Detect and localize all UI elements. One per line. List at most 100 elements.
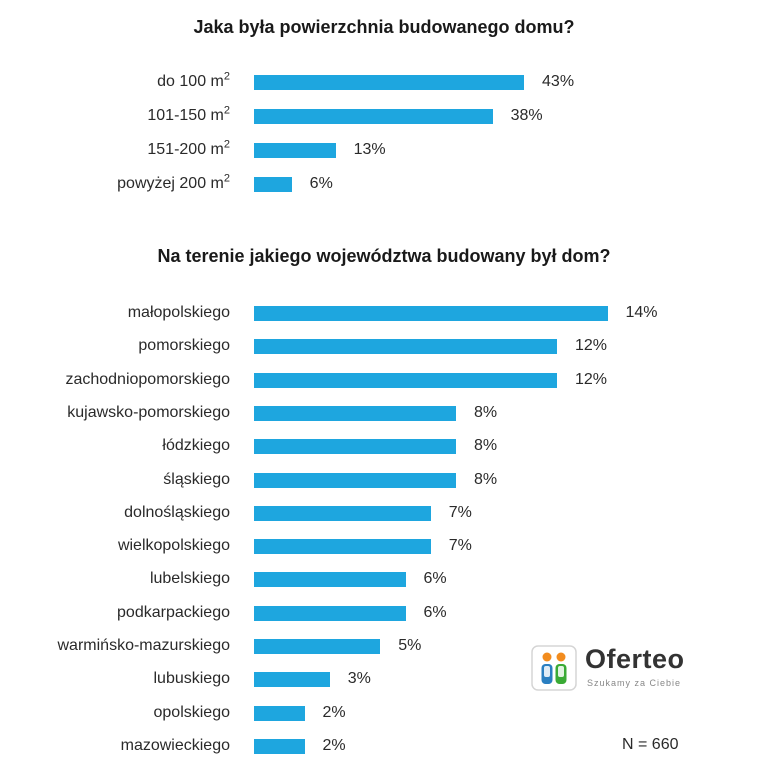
bar — [254, 505, 431, 521]
value-label: 12% — [575, 337, 608, 355]
value-label: 7% — [448, 503, 472, 521]
bar — [254, 639, 381, 654]
bar-row: podkarpackiego 6% — [0, 603, 768, 623]
value-label: 38% — [510, 107, 543, 124]
category-label: 101-150 m2 — [147, 104, 230, 126]
category-label-text: łódzkiego — [162, 437, 230, 455]
category-label-text: lubuskiego — [153, 670, 231, 688]
bar — [254, 339, 557, 355]
bar-row: pomorskiego 12% — [0, 336, 768, 356]
sample-size-note: N = 660 — [622, 736, 679, 753]
category-label-text: 151-200 m — [147, 141, 224, 158]
chart-1-title: Jaka była powierzchnia budowanego domu? — [193, 17, 575, 37]
category-label-text: opolskiego — [153, 703, 231, 721]
bar-row: śląskiego 8% — [0, 470, 768, 490]
bar — [254, 539, 431, 555]
category-label-text: dolnośląskiego — [124, 503, 230, 521]
logo-name: Oferteo — [585, 644, 685, 674]
value-label: 12% — [575, 370, 608, 388]
category-label-text: zachodniopomorskiego — [65, 370, 230, 388]
value-label: 8% — [474, 470, 498, 488]
bar — [254, 372, 557, 388]
bar — [254, 672, 330, 688]
value-label: 6% — [309, 175, 333, 192]
bar-row: powyżej 200 m2 6% — [0, 172, 768, 194]
category-label: do 100 m2 — [157, 70, 230, 92]
bar — [254, 705, 305, 721]
category-label-text: mazowieckiego — [120, 736, 230, 754]
category-label-text: wielkopolskiego — [117, 537, 230, 555]
bar-row: wielkopolskiego 7% — [0, 536, 768, 556]
category-label: wielkopolskiego — [118, 536, 230, 556]
category-label: powyżej 200 m2 — [117, 172, 230, 194]
category-label-text: małopolskiego — [127, 304, 230, 321]
category-label: 151-200 m2 — [147, 138, 230, 160]
bar — [254, 177, 292, 192]
bar — [254, 75, 525, 90]
bar — [254, 109, 493, 124]
category-label: lubuskiego — [154, 669, 231, 689]
value-label: 8% — [474, 403, 498, 421]
bar — [254, 605, 406, 621]
bar-row: kujawsko-pomorskiego 8% — [0, 403, 768, 423]
value-label: 6% — [423, 603, 447, 621]
category-label-superscript: 2 — [223, 70, 230, 83]
bar — [254, 439, 456, 455]
chart-2-title: Na terenie jakiego województwa budowany … — [157, 246, 611, 266]
category-label: warmińsko-mazurskiego — [58, 636, 231, 656]
bar-row: dolnośląskiego 7% — [0, 503, 768, 523]
bar — [254, 472, 456, 488]
value-label: 7% — [448, 537, 472, 555]
category-label-superscript: 2 — [223, 172, 230, 185]
category-label-text: lubelskiego — [149, 570, 230, 588]
category-label-text: do 100 m — [157, 73, 224, 90]
category-label-text: kujawsko-pomorskiego — [67, 403, 230, 421]
value-label: 2% — [322, 736, 346, 754]
category-label-text: warmińsko-mazurskiego — [57, 637, 231, 654]
category-label: lubelskiego — [150, 569, 230, 589]
category-label: zachodniopomorskiego — [65, 370, 230, 390]
bar-row: lubelskiego 6% — [0, 569, 768, 589]
category-label-text: 101-150 m — [147, 107, 224, 124]
bar-row: do 100 m2 43% — [0, 70, 768, 92]
value-label: 6% — [423, 570, 447, 588]
value-label: 43% — [542, 73, 575, 90]
category-label: łódzkiego — [162, 436, 230, 456]
value-label: 5% — [398, 637, 422, 654]
bar — [254, 572, 406, 588]
value-label: 2% — [322, 703, 346, 721]
category-label: mazowieckiego — [121, 736, 230, 756]
category-label: kujawsko-pomorskiego — [67, 403, 230, 423]
bar-row: opolskiego 2% — [0, 703, 768, 723]
value-label: 8% — [474, 437, 498, 455]
category-label-text: pomorskiego — [138, 337, 230, 355]
category-label-text: powyżej 200 m — [117, 175, 224, 192]
bar-row: łódzkiego 8% — [0, 436, 768, 456]
oferteo-logo: Oferteo Szukamy za Ciebie — [531, 644, 701, 694]
bar-row: 151-200 m2 13% — [0, 138, 768, 160]
category-label-superscript: 2 — [223, 104, 230, 117]
bar-row: zachodniopomorskiego 12% — [0, 370, 768, 390]
bar — [254, 405, 456, 421]
value-label: 3% — [347, 670, 371, 688]
bar-row: lubuskiego 3% — [0, 669, 768, 689]
category-label: pomorskiego — [138, 336, 230, 356]
bar — [254, 738, 305, 754]
bar-row: mazowieckiego 2% — [0, 736, 768, 756]
bar — [254, 143, 336, 158]
bar-row: 101-150 m2 38% — [0, 104, 768, 126]
category-label: opolskiego — [154, 703, 231, 723]
bar-row: warmińsko-mazurskiego 5% — [0, 636, 768, 656]
value-label: 14% — [625, 304, 658, 321]
category-label: małopolskiego — [128, 303, 230, 323]
bar — [254, 306, 608, 321]
category-label: podkarpackiego — [117, 603, 230, 623]
category-label-text: podkarpackiego — [117, 603, 230, 621]
category-label: śląskiego — [163, 470, 230, 490]
oferteo-logo-icon — [531, 645, 577, 691]
category-label-text: śląskiego — [163, 470, 230, 488]
logo-tagline: Szukamy za Ciebie — [587, 678, 682, 688]
value-label: 13% — [353, 141, 386, 158]
category-label-superscript: 2 — [223, 138, 230, 151]
bar-row: małopolskiego 14% — [0, 303, 768, 323]
